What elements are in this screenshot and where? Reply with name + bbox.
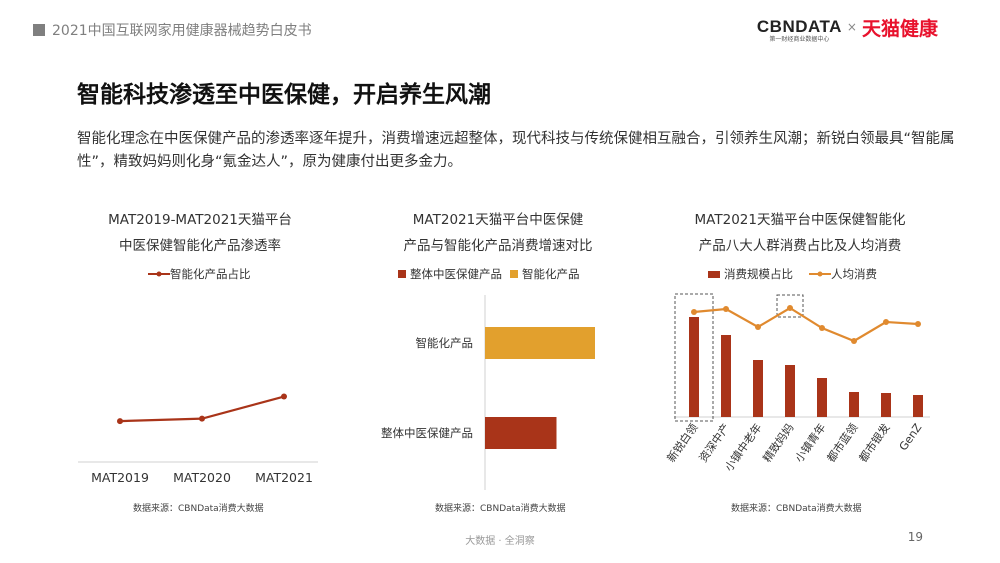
chart2-category-label-1: 整体中医保健产品 [381, 426, 473, 440]
chart1-title-line1: MAT2019-MAT2021天猫平台 [108, 212, 292, 228]
chart2-category-label-0: 智能化产品 [416, 336, 474, 350]
chart2-source: 数据来源：CBNData消费大数据 [435, 504, 566, 514]
chart3-line-point-0 [691, 309, 697, 315]
chart2-legend-label-smart: 智能化产品 [522, 267, 580, 281]
chart3-title-line2: 产品八大人群消费占比及人均消费 [698, 238, 902, 254]
intro-paragraph: 智能化理念在中医保健产品的渗透率逐年提升，消费增速远超整体，现代科技与传统保健相… [77, 131, 955, 170]
chart2-legend: 整体中医保健产品 智能化产品 [398, 266, 588, 282]
logo-times-sign: × [846, 20, 857, 34]
chart3-x-tick-0: 新锐白领 [664, 421, 701, 465]
chart3-line-point-5 [851, 338, 857, 344]
chart2-legend-item-overall: 整体中医保健产品 [398, 266, 502, 282]
chart3-x-tick-3: 精致妈妈 [760, 421, 797, 465]
chart1-x-tick-2: MAT2021 [255, 470, 313, 485]
chart3-bar-3 [785, 365, 795, 417]
chart3-highlight-box-0 [674, 293, 714, 422]
chart3-line-point-3 [787, 305, 793, 311]
chart1-legend-item: 智能化产品占比 [148, 266, 251, 282]
chart3-bar-0 [689, 317, 699, 417]
chart3-line-point-7 [915, 321, 921, 327]
brand-logos: CBNDATA 第一财经商业数据中心 × 天猫健康 [757, 18, 938, 44]
chart3-bar-1 [721, 335, 731, 417]
chart3-title: MAT2021天猫平台中医保健智能化 产品八大人群消费占比及人均消费 [655, 207, 945, 259]
chart3-bar-6 [881, 393, 891, 417]
chart3-line-point-2 [755, 324, 761, 330]
chart1-legend-line-marker [148, 271, 170, 277]
chart3-line-point-1 [723, 306, 729, 312]
chart2-legend-swatch-smart [510, 270, 518, 278]
chart1-legend-label: 智能化产品占比 [170, 267, 251, 281]
chart1-plot: MAT2019 MAT2020 MAT2021 [78, 393, 318, 485]
chart3-line [693, 306, 919, 343]
chart1-title-line2: 中医保健智能化产品渗透率 [119, 238, 281, 254]
report-title: 2021中国互联网家用健康器械趋势白皮书 [52, 23, 312, 39]
chart3-line-point-6 [883, 319, 889, 325]
chart3-x-tick-5: 都市蓝领 [824, 421, 861, 465]
page-number: 19 [907, 530, 923, 544]
chart3-x-tick-6: 都市银发 [856, 421, 893, 465]
chart3-x-tick-4: 小镇青年 [792, 421, 829, 465]
chart1-legend: 智能化产品占比 [148, 266, 259, 282]
chart2-legend-swatch-overall [398, 270, 406, 278]
chart1-source: 数据来源：CBNData消费大数据 [133, 504, 264, 514]
chart3-line-point-4 [819, 325, 825, 331]
chart3-bar-4 [817, 378, 827, 417]
chart3-source: 数据来源：CBNData消费大数据 [731, 504, 862, 514]
chart3-legend-item-avg: 人均消费 [809, 266, 877, 282]
chart3-highlight-box-1 [776, 294, 804, 318]
cbndata-logo: CBNDATA 第一财经商业数据中心 [757, 18, 842, 44]
chart3-legend-line-marker [809, 271, 831, 277]
chart1-point-2 [281, 393, 287, 400]
chart3-legend-label-share: 消费规模占比 [724, 267, 793, 281]
tmall-health-logo: 天猫健康 [861, 18, 938, 40]
chart1-title: MAT2019-MAT2021天猫平台 中医保健智能化产品渗透率 [60, 207, 340, 259]
chart2-legend-item-smart: 智能化产品 [510, 266, 580, 282]
cbndata-logo-text: CBNDATA [756, 17, 842, 36]
chart3-legend-item-share: 消费规模占比 [708, 266, 793, 282]
chart2-title: MAT2021天猫平台中医保健 产品与智能化产品消费增速对比 [358, 207, 638, 259]
chart1-point-0 [117, 418, 123, 425]
chart1-point-1 [199, 415, 205, 422]
chart2-bar-0 [485, 327, 595, 359]
cbndata-logo-subtext: 第一财经商业数据中心 [769, 36, 830, 43]
chart2-bar-1 [485, 417, 557, 449]
chart2-legend-label-overall: 整体中医保健产品 [410, 267, 502, 281]
chart3-bar-7 [913, 395, 923, 417]
chart3-title-line1: MAT2021天猫平台中医保健智能化 [694, 212, 906, 228]
chart2-title-line1: MAT2021天猫平台中医保健 [412, 212, 584, 228]
chart3-legend-label-avg: 人均消费 [831, 267, 877, 281]
header-square-icon [33, 24, 45, 36]
footer-slogan: 大数据 · 全洞察 [465, 536, 535, 547]
chart1-x-tick-0: MAT2019 [91, 470, 149, 485]
page-title: 智能科技渗透至中医保健，开启养生风潮 [77, 82, 491, 108]
chart3-x-tick-7: GenZ [897, 421, 925, 453]
chart3-bar-5 [849, 392, 859, 417]
chart3-legend-swatch-share [708, 270, 720, 278]
chart1-x-tick-1: MAT2020 [173, 470, 231, 485]
chart3-bar-2 [753, 360, 763, 417]
chart2-title-line2: 产品与智能化产品消费增速对比 [403, 238, 593, 254]
chart3-legend: 消费规模占比 人均消费 [708, 266, 885, 282]
